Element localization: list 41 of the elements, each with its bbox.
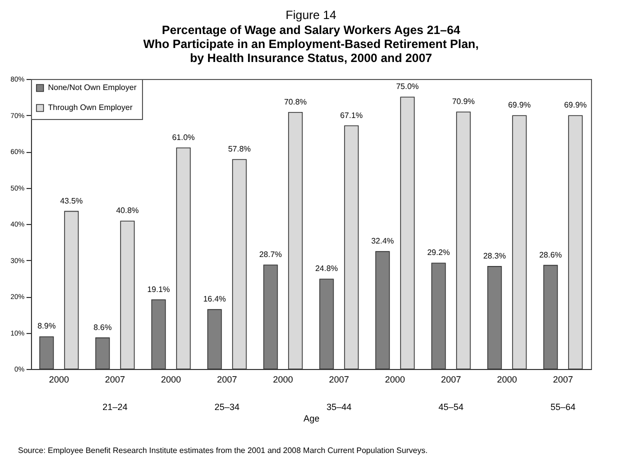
data-label: 69.9%	[508, 100, 531, 110]
data-label: 8.6%	[93, 322, 112, 332]
x-tick-label: 2000	[272, 374, 294, 384]
x-tick-label: 2000	[384, 374, 406, 384]
data-label: 8.9%	[37, 322, 56, 331]
x-tick-label: 2000	[48, 374, 70, 384]
x-tick-label: 2007	[216, 374, 238, 384]
data-label: 70.8%	[284, 97, 307, 106]
data-label: 28.3%	[483, 251, 506, 260]
data-label: 43.5%	[60, 196, 83, 206]
x-tick-label: 2007	[440, 374, 462, 384]
source-note: Source: Employee Benefit Research Institute estimates from the 2001 and 2008 March Current Population Surveys.	[18, 446, 429, 455]
text: 45–54	[438, 402, 464, 412]
x-tick-label: 2007	[552, 374, 574, 384]
data-label: 19.1%	[147, 284, 170, 294]
chart-title: Figure 14	[286, 8, 337, 22]
data-label: 24.8%	[315, 264, 338, 274]
text: 25–34	[214, 402, 240, 412]
x-tick-label: 2007	[104, 374, 126, 384]
data-label: 40.8%	[116, 206, 139, 216]
chart-subtitle: Percentage of Wage and Salary Workers Ages 21–64 Who Participate in an Employment-Based Retirement Plan, by Health Insurance Status, 2000 and 2007	[143, 23, 479, 65]
legend-label: Through Own Employer	[48, 103, 133, 112]
data-label: 28.6%	[539, 250, 562, 260]
data-label: 57.8%	[228, 144, 251, 154]
legend-label: None/Not Own Employer	[48, 83, 137, 92]
data-label: 69.9%	[564, 100, 587, 110]
x-tick-label: 2007	[328, 374, 350, 384]
x-tick-label: 2000	[496, 374, 518, 384]
x-axis-title: Age	[303, 414, 320, 424]
text: 35–44	[326, 402, 352, 412]
data-label: 70.9%	[452, 96, 475, 106]
data-label: 28.7%	[259, 250, 282, 259]
data-label: 67.1%	[340, 110, 363, 120]
data-label: 29.2%	[427, 248, 450, 258]
text: 21–24	[102, 402, 128, 412]
data-label: 32.4%	[371, 236, 394, 246]
text: 55–64	[550, 402, 576, 412]
x-tick-label: 2000	[160, 374, 182, 384]
data-label: 16.4%	[203, 294, 226, 304]
data-label: 75.0%	[396, 82, 419, 92]
data-label: 61.0%	[172, 132, 195, 142]
